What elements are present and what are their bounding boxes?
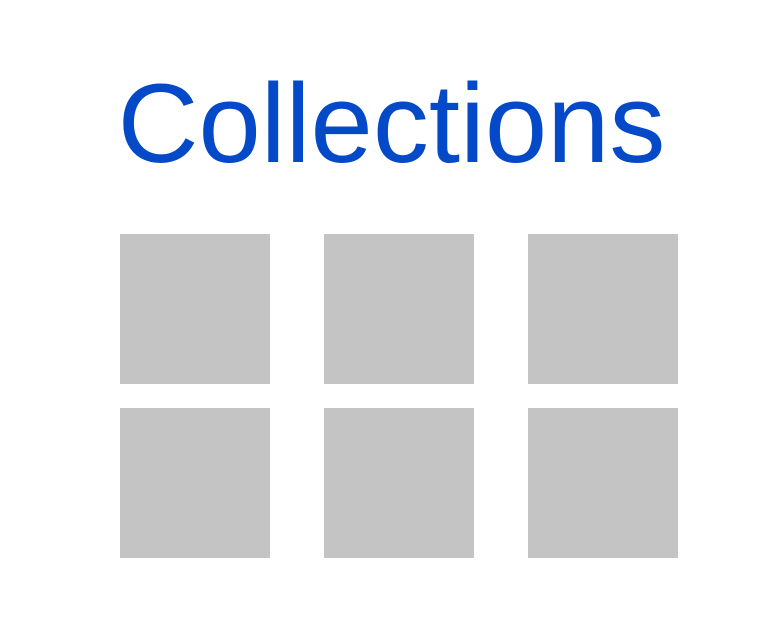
collections-grid	[120, 234, 678, 558]
collection-tile-2[interactable]	[324, 234, 474, 384]
collection-tile-6[interactable]	[528, 408, 678, 558]
collection-tile-4[interactable]	[120, 408, 270, 558]
page-title: Collections	[117, 61, 666, 186]
collection-tile-5[interactable]	[324, 408, 474, 558]
collection-tile-1[interactable]	[120, 234, 270, 384]
collection-tile-3[interactable]	[528, 234, 678, 384]
